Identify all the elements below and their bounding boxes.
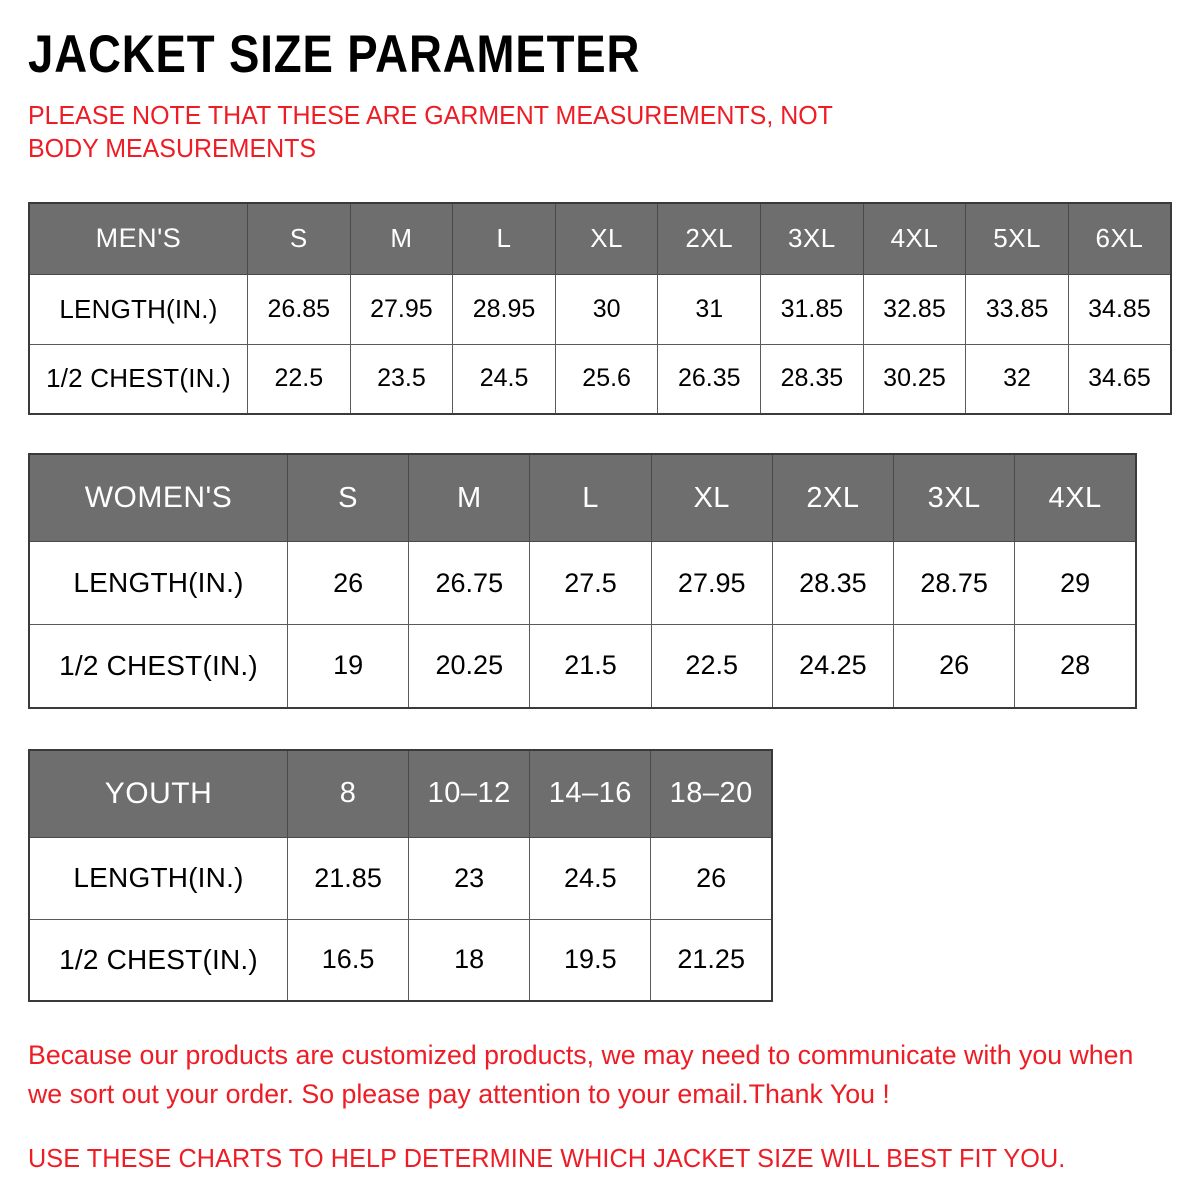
- youth-row-label-1: LENGTH(IN.): [28, 836, 288, 920]
- womens-header-label: WOMEN'S: [28, 453, 288, 543]
- table-cell: 26: [650, 836, 773, 920]
- table-cell: 31: [657, 273, 762, 345]
- mens-row-label-2: 1/2 CHEST(IN.): [28, 343, 248, 415]
- table-cell: 25.6: [554, 343, 659, 415]
- womens-table-body: LENGTH(IN.) 26 26.75 27.5 27.95 28.35 28.75 29 1…: [28, 541, 1137, 709]
- table-cell: 26.85: [247, 273, 351, 345]
- table-cell: 22.5: [247, 343, 351, 415]
- table-cell: 28.35: [771, 541, 895, 626]
- table-cell: 21.25: [650, 918, 773, 1002]
- table-header-row: YOUTH 8 10–12 14–16 18–20: [28, 749, 773, 838]
- table-cell: 16.5: [286, 918, 410, 1002]
- mens-table-body: LENGTH(IN.) 26.85 27.95 28.95 30 31 31.85 32.85…: [28, 273, 1172, 415]
- mens-size-header-5: 2XL: [657, 202, 762, 275]
- table-cell: 21.5: [529, 624, 652, 709]
- womens-size-header-2: M: [408, 453, 531, 543]
- youth-table-body: LENGTH(IN.) 21.85 23 24.5 26 1/2 CHEST(IN.) 16…: [28, 836, 773, 1002]
- table-cell: 32: [965, 343, 1069, 415]
- table-cell: 32.85: [862, 273, 967, 345]
- table-cell: 21.85: [286, 836, 410, 920]
- table-row: LENGTH(IN.) 26.85 27.95 28.95 30 31 31.85 32.85…: [28, 273, 1172, 345]
- womens-table-header: WOMEN'S S M L XL 2XL 3XL 4XL: [28, 453, 1137, 543]
- mens-size-header-9: 6XL: [1067, 202, 1172, 275]
- table-cell: 20.25: [408, 624, 531, 709]
- youth-size-header-1: 8: [286, 749, 410, 838]
- table-cell: 26: [286, 541, 410, 626]
- mens-size-table: MEN'S S M L XL 2XL 3XL 4XL 5XL 6XL LENGTH(IN.) 26…: [28, 201, 1172, 416]
- table-cell: 22.5: [650, 624, 773, 709]
- table-header-row: MEN'S S M L XL 2XL 3XL 4XL 5XL 6XL: [28, 202, 1172, 275]
- youth-row-label-2: 1/2 CHEST(IN.): [28, 918, 288, 1002]
- table-cell: 24.25: [771, 624, 895, 709]
- youth-header-label: YOUTH: [28, 749, 288, 838]
- youth-size-table-container: YOUTH 8 10–12 14–16 18–20 LENGTH(IN.) 21.85 2…: [28, 748, 1172, 1003]
- table-cell: 26.35: [657, 343, 762, 415]
- womens-size-header-4: XL: [650, 453, 773, 543]
- mens-size-header-1: S: [247, 202, 351, 275]
- table-cell: 26.75: [408, 541, 531, 626]
- mens-header-label: MEN'S: [28, 202, 248, 275]
- table-cell: 31.85: [760, 273, 864, 345]
- table-cell: 19.5: [529, 918, 652, 1002]
- table-cell: 28.35: [760, 343, 864, 415]
- table-cell: 34.65: [1067, 343, 1172, 415]
- womens-size-header-6: 3XL: [893, 453, 1016, 543]
- table-cell: 23.5: [349, 343, 454, 415]
- table-cell: 28.95: [452, 273, 556, 345]
- table-header-row: WOMEN'S S M L XL 2XL 3XL 4XL: [28, 453, 1137, 543]
- table-cell: 27.95: [349, 273, 454, 345]
- mens-size-header-7: 4XL: [862, 202, 967, 275]
- mens-size-header-6: 3XL: [760, 202, 864, 275]
- womens-row-label-2: 1/2 CHEST(IN.): [28, 624, 288, 709]
- mens-size-header-2: M: [349, 202, 454, 275]
- mens-size-header-8: 5XL: [965, 202, 1069, 275]
- table-row: 1/2 CHEST(IN.) 16.5 18 19.5 21.25: [28, 918, 773, 1002]
- table-row: 1/2 CHEST(IN.) 22.5 23.5 24.5 25.6 26.35 28.35…: [28, 343, 1172, 415]
- table-cell: 29: [1014, 541, 1137, 626]
- youth-size-header-4: 18–20: [650, 749, 773, 838]
- youth-table-header: YOUTH 8 10–12 14–16 18–20: [28, 749, 773, 838]
- table-row: 1/2 CHEST(IN.) 19 20.25 21.5 22.5 24.25 26 28: [28, 624, 1137, 709]
- table-row: LENGTH(IN.) 26 26.75 27.5 27.95 28.35 28.75 29: [28, 541, 1137, 626]
- table-cell: 26: [893, 624, 1016, 709]
- womens-size-header-1: S: [286, 453, 410, 543]
- table-cell: 28.75: [893, 541, 1016, 626]
- womens-size-header-5: 2XL: [771, 453, 895, 543]
- table-cell: 33.85: [965, 273, 1069, 345]
- table-cell: 34.85: [1067, 273, 1172, 345]
- table-cell: 30.25: [862, 343, 967, 415]
- customized-products-note: Because our products are customized prod…: [28, 1040, 1134, 1110]
- youth-size-header-2: 10–12: [408, 749, 531, 838]
- use-charts-note: USE THESE CHARTS TO HELP DETERMINE WHICH…: [28, 1143, 1066, 1174]
- mens-table-header: MEN'S S M L XL 2XL 3XL 4XL 5XL 6XL: [28, 202, 1172, 275]
- youth-size-header-3: 14–16: [529, 749, 652, 838]
- table-cell: 27.5: [529, 541, 652, 626]
- table-cell: 19: [286, 624, 410, 709]
- table-cell: 27.95: [650, 541, 773, 626]
- table-cell: 18: [408, 918, 531, 1002]
- table-cell: 23: [408, 836, 531, 920]
- mens-row-label-1: LENGTH(IN.): [28, 273, 248, 345]
- womens-size-table: WOMEN'S S M L XL 2XL 3XL 4XL LENGTH(IN.) 26 26.7…: [28, 453, 1137, 709]
- garment-measurement-note: PLEASE NOTE THAT THESE ARE GARMENT MEASU…: [28, 100, 833, 164]
- table-cell: 30: [554, 273, 659, 345]
- mens-size-header-3: L: [452, 202, 556, 275]
- womens-size-table-container: WOMEN'S S M L XL 2XL 3XL 4XL LENGTH(IN.) 26 26.7…: [28, 453, 1172, 709]
- mens-size-table-container: MEN'S S M L XL 2XL 3XL 4XL 5XL 6XL LENGTH(IN.) 26…: [28, 201, 1172, 416]
- table-row: LENGTH(IN.) 21.85 23 24.5 26: [28, 836, 773, 920]
- mens-size-header-4: XL: [554, 202, 659, 275]
- table-cell: 24.5: [452, 343, 556, 415]
- womens-row-label-1: LENGTH(IN.): [28, 541, 288, 626]
- page-title: JACKET SIZE PARAMETER: [28, 25, 641, 84]
- table-cell: 28: [1014, 624, 1137, 709]
- youth-size-table: YOUTH 8 10–12 14–16 18–20 LENGTH(IN.) 21.85 2…: [28, 748, 773, 1003]
- womens-size-header-3: L: [529, 453, 652, 543]
- womens-size-header-7: 4XL: [1014, 453, 1137, 543]
- table-cell: 24.5: [529, 836, 652, 920]
